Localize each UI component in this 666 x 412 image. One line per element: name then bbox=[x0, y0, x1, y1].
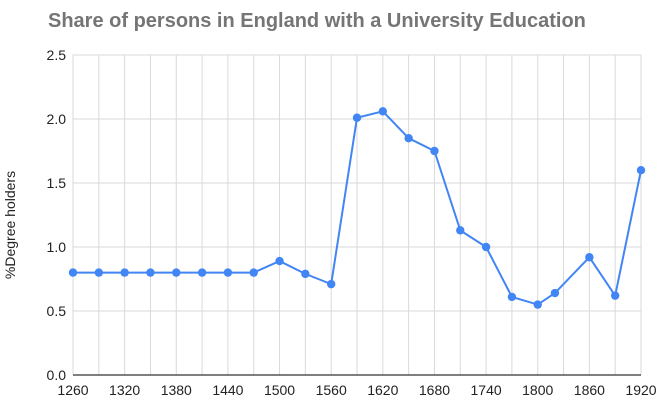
series-layer bbox=[68, 107, 646, 309]
x-axis-ticks: 1260 1320 1380 1440 1500 1560 1620 1680 1740 1800… bbox=[57, 382, 656, 398]
data-point bbox=[94, 268, 104, 277]
x-tick-label: 1920 bbox=[625, 382, 656, 398]
x-tick-label: 1380 bbox=[161, 382, 192, 398]
data-point bbox=[481, 242, 491, 252]
data-point bbox=[585, 253, 594, 262]
data-point bbox=[636, 166, 646, 175]
data-point bbox=[275, 256, 284, 266]
x-tick-label: 1260 bbox=[57, 382, 88, 398]
x-tick-label: 1560 bbox=[316, 382, 347, 398]
data-point bbox=[610, 291, 620, 300]
x-tick-label: 1320 bbox=[109, 382, 140, 398]
data-point bbox=[249, 268, 258, 277]
data-point bbox=[146, 268, 155, 277]
grid-lines bbox=[72, 54, 642, 376]
data-point bbox=[507, 292, 517, 302]
x-tick-label: 1500 bbox=[264, 382, 295, 398]
x-tick-label: 1620 bbox=[367, 382, 398, 398]
data-point bbox=[197, 268, 207, 277]
data-point bbox=[533, 300, 542, 309]
x-tick-label: 1740 bbox=[471, 382, 502, 398]
data-point bbox=[430, 146, 439, 156]
y-tick-label: 1.5 bbox=[47, 175, 67, 191]
x-tick-label: 1800 bbox=[522, 382, 553, 398]
data-point bbox=[301, 269, 310, 279]
y-tick-label: 2.5 bbox=[47, 47, 67, 63]
data-point bbox=[404, 134, 413, 143]
data-point bbox=[326, 279, 336, 289]
x-tick-label: 1860 bbox=[574, 382, 605, 398]
y-axis-label: %Degree holders bbox=[2, 171, 18, 279]
data-point bbox=[456, 226, 465, 235]
y-tick-label: 0.5 bbox=[47, 303, 67, 319]
x-tick-label: 1440 bbox=[212, 382, 243, 398]
chart-title: Share of persons in England with a Unive… bbox=[48, 10, 586, 32]
y-tick-label: 0.0 bbox=[47, 367, 67, 383]
data-point bbox=[550, 288, 560, 298]
y-tick-label: 1.0 bbox=[47, 239, 67, 255]
y-axis-ticks: 0.0 0.5 1.0 1.5 2.0 2.5 bbox=[47, 47, 67, 383]
x-tick-label: 1680 bbox=[419, 382, 450, 398]
data-point bbox=[172, 268, 181, 277]
data-point bbox=[223, 268, 233, 277]
y-tick-label: 2.0 bbox=[47, 111, 67, 127]
data-point bbox=[68, 268, 78, 277]
data-point bbox=[352, 113, 362, 122]
data-point bbox=[120, 268, 129, 277]
data-point bbox=[378, 107, 388, 116]
